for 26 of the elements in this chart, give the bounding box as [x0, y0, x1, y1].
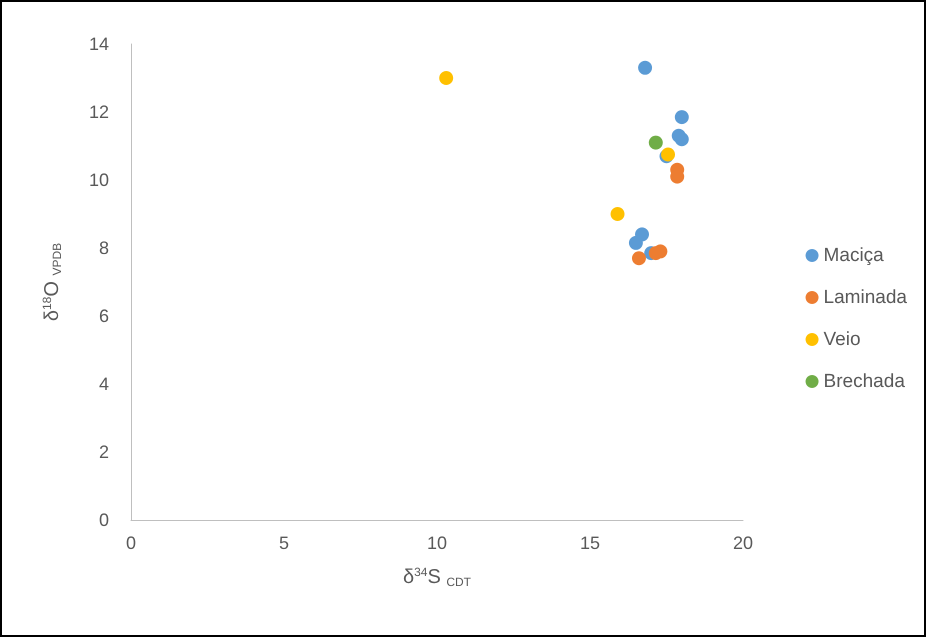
y-axis-title: δ18O VPDB	[40, 242, 64, 322]
legend-label: Laminada	[824, 287, 908, 308]
y-tick-label: 10	[88, 170, 109, 190]
legend-label: Veio	[824, 329, 861, 350]
y-tick-label: 8	[98, 238, 109, 258]
x-tick-label: 10	[426, 533, 448, 553]
x-tick-label: 0	[126, 533, 136, 553]
point	[674, 132, 689, 146]
legend-label: Brechada	[824, 371, 906, 392]
y-tick-label: 2	[98, 442, 109, 462]
x-tick-label: 15	[580, 533, 600, 553]
y-tick-label: 12	[88, 102, 109, 122]
y-tick-label: 0	[98, 510, 109, 530]
point	[610, 207, 625, 221]
point	[628, 236, 643, 250]
y-tick-label: 6	[98, 306, 109, 326]
point	[632, 251, 646, 266]
point	[439, 71, 454, 85]
y-tick-label: 14	[88, 34, 109, 54]
legend-label: Maciça	[824, 245, 884, 266]
x-tick-label: 20	[732, 533, 754, 553]
point	[638, 60, 652, 75]
point	[674, 110, 689, 124]
point	[648, 136, 663, 150]
y-tick-label: 4	[98, 374, 109, 394]
x-tick-label: 5	[278, 533, 290, 553]
